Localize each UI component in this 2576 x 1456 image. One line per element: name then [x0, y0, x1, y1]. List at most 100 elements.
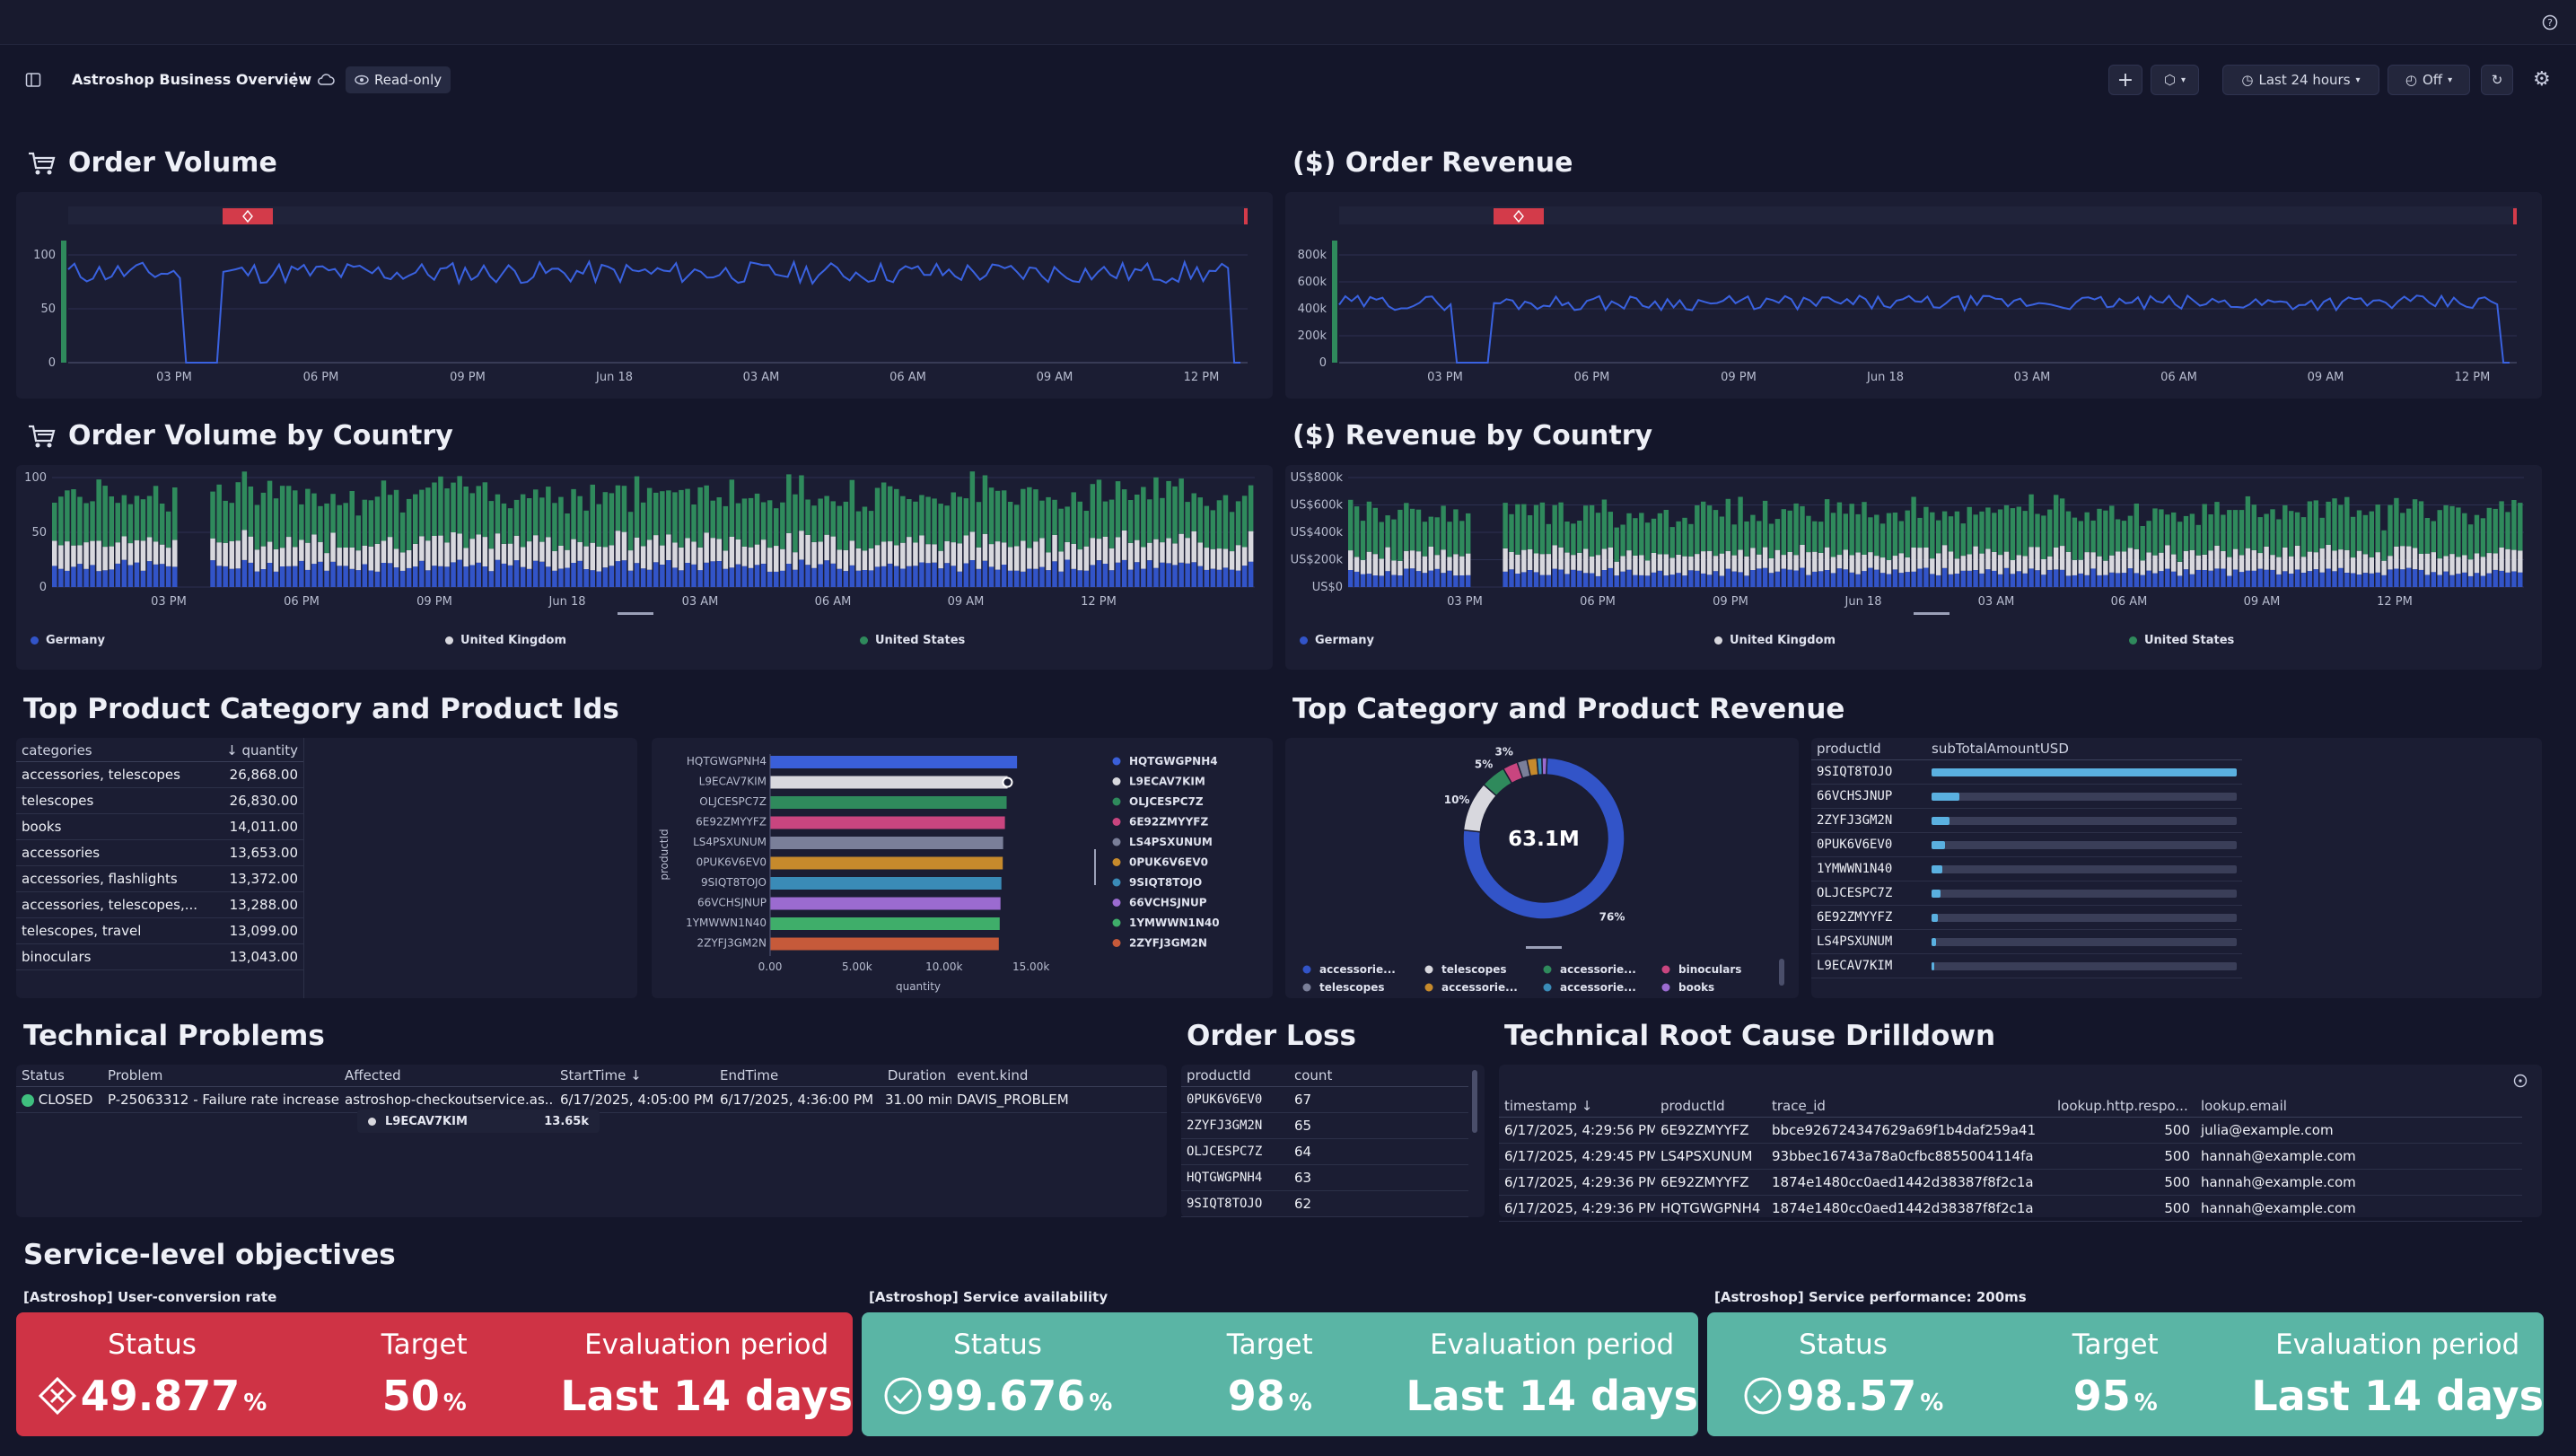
column-header-duration[interactable]: Duration	[880, 1065, 951, 1087]
bar-segment-united-states	[552, 503, 557, 551]
bar-segment-united-states	[874, 487, 881, 546]
legend-uk[interactable]: United Kingdom	[445, 634, 566, 647]
table-row[interactable]: 66VCHSJNUP	[1811, 784, 2242, 809]
column-header-status[interactable]: Status	[16, 1065, 102, 1087]
column-header-endtime[interactable]: EndTime	[714, 1065, 880, 1087]
column-header-productid[interactable]: productId	[1181, 1065, 1289, 1087]
bar-segment-germany	[90, 565, 95, 587]
bar-segment-germany	[2041, 575, 2046, 587]
table-row[interactable]: 2ZYFJ3GM2N	[1811, 808, 2242, 833]
bar-segment-united-states	[52, 503, 57, 541]
slo-card[interactable]: Status 49.877% Target 50% Evaluation period L…	[16, 1312, 853, 1436]
segments-button[interactable]: ⬡ ▾	[2151, 65, 2199, 95]
alert-marker-end	[2513, 208, 2517, 224]
table-row[interactable]: 6/17/2025, 4:29:45 PM LS4PSXUNUM 93bbec167…	[1499, 1143, 2522, 1170]
column-header-problem[interactable]: Problem	[102, 1065, 339, 1087]
bar-segment-united-kingdom	[1577, 552, 1582, 571]
table-row[interactable]: telescopes, travel 13,099.00	[16, 917, 303, 944]
table-row[interactable]: accessories, telescopes 26,868.00	[16, 761, 303, 788]
bar-segment-united-states	[1372, 507, 1378, 555]
bar-segment-germany	[1515, 574, 1520, 587]
column-header-subtotal[interactable]: subTotalAmountUSD	[1926, 738, 2242, 760]
slo-name[interactable]: [Astroshop] User-conversion rate	[23, 1289, 277, 1305]
scrollbar-thumb[interactable]	[1472, 1070, 1477, 1133]
column-header-affected[interactable]: Affected	[339, 1065, 555, 1087]
table-row[interactable]: OLJCESPC7Z 64	[1181, 1138, 1468, 1165]
column-header-traceid[interactable]: trace_id	[1766, 1095, 2052, 1118]
table-row[interactable]: accessories 13,653.00	[16, 839, 303, 866]
column-header-email[interactable]: lookup.email	[2195, 1095, 2522, 1118]
column-header-categories[interactable]: categories	[16, 740, 222, 762]
table-row[interactable]: binoculars 13,043.00	[16, 943, 303, 970]
bar-segment-united-kingdom	[818, 541, 823, 565]
bar-segment-united-kingdom	[1546, 554, 1551, 575]
refresh-button[interactable]: ↻	[2481, 65, 2513, 95]
table-row[interactable]: 6/17/2025, 4:29:56 PM 6E92ZMYYFZ bbce92672…	[1499, 1117, 2522, 1144]
legend-dot	[1112, 858, 1121, 866]
table-row[interactable]: LS4PSXUNUM	[1811, 929, 2242, 954]
table-row[interactable]: accessories, telescopes,... 13,288.00	[16, 891, 303, 918]
table-row[interactable]: 1YMWWN1N40	[1811, 856, 2242, 881]
bar-segment-united-states	[1979, 511, 1985, 554]
table-row[interactable]: 0PUK6V6EV0	[1811, 832, 2242, 857]
bar-segment-united-kingdom	[2486, 553, 2492, 574]
table-row[interactable]: 0PUK6V6EV0 67	[1181, 1086, 1468, 1113]
table-row[interactable]: 9SIQT8TOJO	[1811, 759, 2242, 785]
settings-gear-icon[interactable]: ⚙	[2533, 68, 2551, 91]
slo-card[interactable]: Status 98.57% Target 95% Evaluation period La…	[1707, 1312, 2544, 1436]
table-row[interactable]: 2ZYFJ3GM2N 65	[1181, 1112, 1468, 1139]
slo-card[interactable]: Status 99.676% Target 98% Evaluation period L…	[862, 1312, 1698, 1436]
table-row[interactable]: books 14,011.00	[16, 813, 303, 840]
table-row[interactable]: telescopes 26,830.00	[16, 787, 303, 814]
bar-segment-germany	[1757, 568, 1762, 587]
problem-cell[interactable]: P-25063312 - Failure rate increase	[102, 1086, 339, 1113]
table-row[interactable]: CLOSED P-25063312 - Failure rate increas…	[16, 1086, 1167, 1113]
legend-dot	[1661, 983, 1670, 992]
bar-segment-united-kingdom	[2369, 557, 2374, 574]
bar-segment-united-states	[2282, 504, 2288, 548]
slo-name[interactable]: [Astroshop] Service performance: 200ms	[1714, 1289, 2027, 1305]
table-row[interactable]: OLJCESPC7Z	[1811, 881, 2242, 906]
column-header-productid[interactable]: productId	[1811, 738, 1926, 760]
bar-segment-united-states	[913, 501, 918, 543]
column-header-count[interactable]: count	[1289, 1065, 1468, 1087]
column-header-productid[interactable]: productId	[1655, 1095, 1766, 1118]
help-icon[interactable]: ?	[2542, 14, 2558, 31]
column-header-starttime[interactable]: StartTime ↓	[555, 1065, 714, 1087]
sidebar-toggle-icon[interactable]	[25, 72, 41, 88]
table-row[interactable]: 6/17/2025, 4:29:36 PM 6E92ZMYYFZ 1874e1480…	[1499, 1169, 2522, 1196]
add-tile-button[interactable]: +	[2108, 65, 2142, 95]
table-row[interactable]: HQTGWGPNH4 63	[1181, 1164, 1468, 1191]
table-row[interactable]: 6/17/2025, 4:29:36 PM HQTGWGPNH4 1874e1480…	[1499, 1195, 2522, 1222]
table-row[interactable]: 9SIQT8TOJO 62	[1181, 1190, 1468, 1217]
table-row[interactable]: accessories, flashlights 13,372.00	[16, 865, 303, 892]
legend-us[interactable]: United States	[2129, 634, 2234, 647]
bar-segment-united-kingdom	[1052, 534, 1057, 562]
column-header-http-response[interactable]: lookup.http.respo...	[2052, 1095, 2195, 1118]
timeframe-selector[interactable]: ◷ Last 24 hours ▾	[2222, 65, 2379, 95]
info-icon[interactable]	[2513, 1074, 2528, 1088]
bar-segment-united-kingdom	[1248, 531, 1254, 562]
column-header-eventkind[interactable]: event.kind	[951, 1065, 1167, 1087]
more-options-icon[interactable]: ⋮	[285, 68, 303, 90]
legend-us[interactable]: United States	[860, 634, 965, 647]
bar-segment-united-kingdom	[596, 546, 601, 572]
auto-refresh-selector[interactable]: ◴ Off ▾	[2388, 65, 2470, 95]
column-header-timestamp[interactable]: timestamp ↓	[1499, 1095, 1655, 1118]
legend-uk[interactable]: United Kingdom	[1714, 634, 1836, 647]
product-quantity-bar-chart[interactable]: HQTGWGPNH4L9ECAV7KIMOLJCESPC7Z6E92ZMYYFZ…	[652, 738, 1273, 998]
table-row[interactable]: L9ECAV7KIM	[1811, 953, 2242, 978]
y-tick-label: US$200k	[1291, 554, 1344, 567]
table-row[interactable]: 6E92ZMYYFZ	[1811, 905, 2242, 930]
legend-germany[interactable]: Germany	[1300, 634, 1374, 647]
bar-segment-united-kingdom	[1744, 556, 1749, 576]
bar-segment-united-kingdom	[1191, 531, 1196, 563]
legend-germany[interactable]: Germany	[31, 634, 105, 647]
column-header-quantity[interactable]: ↓ quantity	[221, 740, 303, 762]
slo-name[interactable]: [Astroshop] Service availability	[869, 1289, 1108, 1305]
